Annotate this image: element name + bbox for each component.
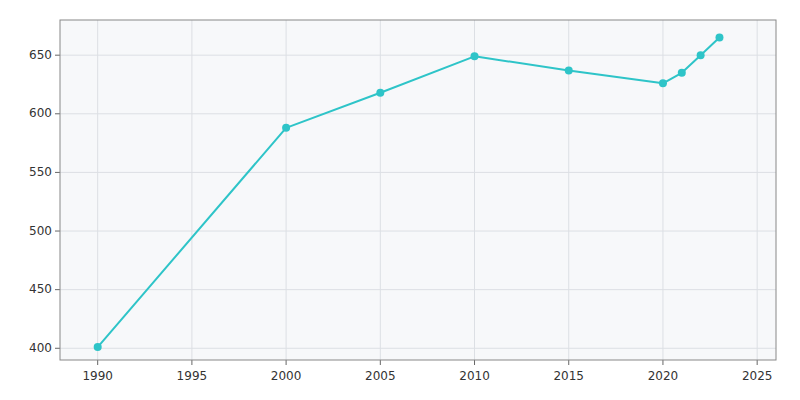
tick-labels: 400 450 500 550 600 650 1990 1995 2000 2005 2010 20… [29,48,772,383]
tick-y [55,113,60,114]
grid-line-y [60,231,776,232]
grid-line-y [60,348,776,349]
tick-x [568,360,569,365]
tick-label-x: 2020 [648,369,679,383]
chart-svg: 400 450 500 550 600 650 1990 1995 2000 2005 2010 20… [0,0,800,400]
tick-x [97,360,98,365]
grid-line-y [60,172,776,173]
grid-line-x [757,20,758,360]
tick-label-x: 2010 [459,369,490,383]
point [659,79,667,87]
tick-label-y: 500 [29,224,52,238]
tick-y [55,172,60,173]
grid-line-x [662,20,663,360]
tick-y [55,55,60,56]
tick-label-x: 1995 [177,369,208,383]
tick-label-x: 2015 [553,369,584,383]
tick-label-x: 2025 [742,369,773,383]
grid-line-y [60,289,776,290]
tick-y [55,231,60,232]
point [565,66,573,74]
point [376,89,384,97]
point [282,124,290,132]
tick-label-y: 400 [29,341,52,355]
point [697,51,705,59]
grid-line-x [191,20,192,360]
tick-y [55,289,60,290]
tick-label-x: 1990 [82,369,113,383]
tick-label-y: 450 [29,282,52,296]
tick-label-y: 600 [29,106,52,120]
grid-line-x [286,20,287,360]
tick-y [55,348,60,349]
grid-line-y [60,113,776,114]
grid-line-x [380,20,381,360]
plot-background [60,20,776,360]
grid [60,20,776,360]
point [678,69,686,77]
point [471,52,479,60]
point [94,343,102,351]
tick-x [662,360,663,365]
tick-label-x: 2005 [365,369,396,383]
grid-line-x [97,20,98,360]
tick-x [380,360,381,365]
point [715,34,723,42]
line [98,38,720,348]
grid-line-y [60,55,776,56]
tick-x [191,360,192,365]
tick-x [757,360,758,365]
tick-x [474,360,475,365]
chart-container: 400 450 500 550 600 650 1990 1995 2000 2005 2010 20… [0,0,800,400]
tick-label-y: 550 [29,165,52,179]
plot-frame [60,20,776,360]
grid-line-x [474,20,475,360]
tick-label-x: 2000 [271,369,302,383]
tick-label-y: 650 [29,48,52,62]
series [94,34,724,352]
tick-x [286,360,287,365]
